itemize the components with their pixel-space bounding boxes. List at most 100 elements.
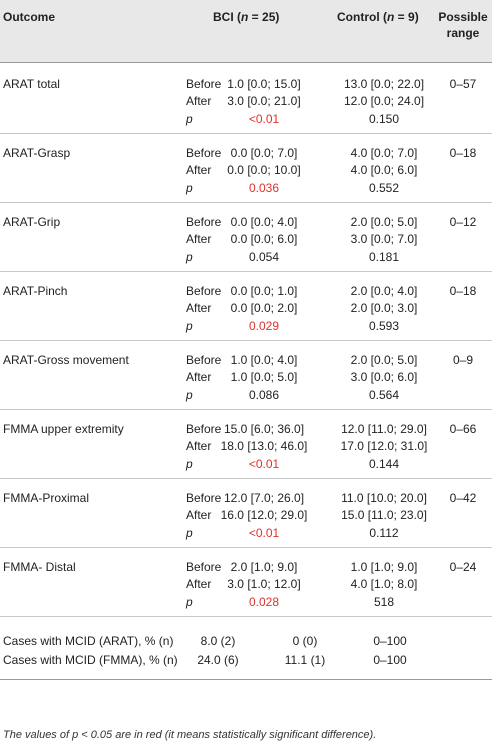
row-label: p: [186, 181, 193, 195]
control-value: 518: [373, 595, 395, 609]
bci-value: 15.0 [6.0; 36.0]: [223, 422, 305, 436]
control-value: 2.0 [0.0; 3.0]: [350, 301, 418, 315]
header-possible-range: Possible range: [438, 10, 488, 40]
row-label: Before: [186, 422, 222, 436]
bci-value: 2.0 [1.0; 9.0]: [230, 560, 298, 574]
results-table: Outcome BCI (n = 25) Control (n = 9) Pos…: [0, 0, 492, 680]
outcome-name: ARAT-Grip: [3, 215, 61, 229]
control-value: 0.181: [368, 250, 400, 264]
control-value: 2.0 [0.0; 4.0]: [350, 284, 418, 298]
mcid-label: Cases with MCID (FMMA), % (n): [3, 653, 178, 667]
bci-value: 0.054: [248, 250, 280, 264]
bci-value: 16.0 [12.0; 29.0]: [220, 508, 308, 522]
table-row: p 0.086 0.564: [0, 387, 492, 403]
mcid-bci: 24.0 (6): [197, 653, 239, 667]
outcome-group: ARAT-Grip 0–12 Before 0.0 [0.0; 4.0] 2.0 [0.…: [0, 203, 492, 272]
table-row: After 0.0 [0.0; 2.0] 2.0 [0.0; 3.0]: [0, 300, 492, 316]
outcome-name: FMMA- Distal: [3, 560, 76, 574]
row-label: p: [186, 112, 193, 126]
outcome-name: ARAT total: [3, 77, 60, 91]
table-row: ARAT total 0–57 Before 1.0 [0.0; 15.0] 13.0 …: [0, 76, 492, 92]
control-value: 2.0 [0.0; 5.0]: [350, 353, 418, 367]
table-row: After 3.0 [1.0; 12.0] 4.0 [1.0; 8.0]: [0, 576, 492, 592]
row-label: After: [186, 94, 212, 108]
bci-value: 0.0 [0.0; 7.0]: [230, 146, 298, 160]
possible-range: 0–24: [449, 560, 477, 574]
row-label: After: [186, 163, 212, 177]
outcome-group: ARAT-Grasp 0–18 Before 0.0 [0.0; 7.0] 4.0 [0…: [0, 134, 492, 203]
table-row: FMMA- Distal 0–24 Before 2.0 [1.0; 9.0] 1.0 …: [0, 559, 492, 575]
bci-value: 0.0 [0.0; 2.0]: [230, 301, 298, 315]
row-label: After: [186, 370, 212, 384]
table-row: After 1.0 [0.0; 5.0] 3.0 [0.0; 6.0]: [0, 369, 492, 385]
table-row: FMMA-Proximal 0–42 Before 12.0 [7.0; 26.0] 1…: [0, 490, 492, 506]
bci-value: 1.0 [0.0; 4.0]: [230, 353, 298, 367]
possible-range: 0–66: [449, 422, 477, 436]
possible-range: 0–18: [449, 284, 477, 298]
mcid-section: Cases with MCID (ARAT), % (n) 8.0 (2) 0 …: [0, 617, 492, 680]
possible-range: 0–42: [449, 491, 477, 505]
table-row: ARAT-Grip 0–12 Before 0.0 [0.0; 4.0] 2.0 [0.…: [0, 214, 492, 230]
row-label: p: [186, 457, 193, 471]
control-value: 17.0 [12.0; 31.0]: [340, 439, 428, 453]
control-value: 0.552: [368, 181, 400, 195]
bci-value: 0.0 [0.0; 6.0]: [230, 232, 298, 246]
mcid-control: 0 (0): [292, 634, 318, 648]
header-bci: BCI (n = 25): [213, 10, 280, 24]
header-control: Control (n = 9): [337, 10, 419, 24]
table-row: ARAT-Gross movement 0–9 Before 1.0 [0.0; 4.…: [0, 352, 492, 368]
mcid-row-fmma: Cases with MCID (FMMA), % (n) 24.0 (6) 1…: [0, 652, 492, 668]
row-label: Before: [186, 146, 222, 160]
row-label: Before: [186, 77, 222, 91]
table-row: p 0.028 518: [0, 594, 492, 610]
table-row: After 0.0 [0.0; 10.0] 4.0 [0.0; 6.0]: [0, 162, 492, 178]
row-label: p: [186, 388, 193, 402]
row-label: Before: [186, 491, 222, 505]
bci-value: 1.0 [0.0; 5.0]: [230, 370, 298, 384]
row-label: p: [186, 319, 193, 333]
table-header: Outcome BCI (n = 25) Control (n = 9) Pos…: [0, 0, 492, 63]
header-outcome: Outcome: [3, 10, 56, 24]
table-row: p <0.01 0.144: [0, 456, 492, 472]
table-row: ARAT-Pinch 0–18 Before 0.0 [0.0; 1.0] 2.0 [0…: [0, 283, 492, 299]
row-label: p: [186, 526, 193, 540]
outcome-name: ARAT-Grasp: [3, 146, 71, 160]
row-label: Before: [186, 284, 222, 298]
table-row: After 0.0 [0.0; 6.0] 3.0 [0.0; 7.0]: [0, 231, 492, 247]
table-row: p 0.029 0.593: [0, 318, 492, 334]
possible-range: 0–57: [449, 77, 477, 91]
row-label: After: [186, 508, 212, 522]
bci-value: 12.0 [7.0; 26.0]: [223, 491, 305, 505]
outcome-group: FMMA-Proximal 0–42 Before 12.0 [7.0; 26.0] 1…: [0, 479, 492, 548]
table-row: p <0.01 0.112: [0, 525, 492, 541]
table-body: ARAT total 0–57 Before 1.0 [0.0; 15.0] 13.0 …: [0, 63, 492, 617]
bci-value: <0.01: [248, 526, 280, 540]
bci-value: 1.0 [0.0; 15.0]: [227, 77, 301, 91]
control-value: 3.0 [0.0; 6.0]: [350, 370, 418, 384]
table-row: ARAT-Grasp 0–18 Before 0.0 [0.0; 7.0] 4.0 [0…: [0, 145, 492, 161]
row-label: Before: [186, 560, 222, 574]
table-row: FMMA upper extremity 0–66 Before 15.0 [6.0;…: [0, 421, 492, 437]
bci-value: 0.0 [0.0; 1.0]: [230, 284, 298, 298]
bci-value: <0.01: [248, 112, 280, 126]
table-row: p 0.036 0.552: [0, 180, 492, 196]
bci-value: 0.036: [248, 181, 280, 195]
outcome-group: FMMA upper extremity 0–66 Before 15.0 [6.0;…: [0, 410, 492, 479]
table-row: p 0.054 0.181: [0, 249, 492, 265]
row-label: p: [186, 595, 193, 609]
row-label: Before: [186, 353, 222, 367]
bci-value: 0.0 [0.0; 10.0]: [227, 163, 301, 177]
table-row: After 3.0 [0.0; 21.0] 12.0 [0.0; 24.0]: [0, 93, 492, 109]
control-value: 4.0 [1.0; 8.0]: [350, 577, 418, 591]
control-value: 0.112: [369, 526, 399, 540]
mcid-range: 0–100: [373, 653, 407, 667]
bci-value: <0.01: [248, 457, 280, 471]
outcome-name: FMMA upper extremity: [3, 422, 124, 436]
control-value: 0.150: [368, 112, 400, 126]
mcid-label: Cases with MCID (ARAT), % (n): [3, 634, 174, 648]
outcome-name: ARAT-Gross movement: [3, 353, 129, 367]
table-row: p <0.01 0.150: [0, 111, 492, 127]
row-label: p: [186, 250, 193, 264]
control-value: 11.0 [10.0; 20.0]: [341, 491, 427, 505]
bci-value: 0.028: [248, 595, 280, 609]
